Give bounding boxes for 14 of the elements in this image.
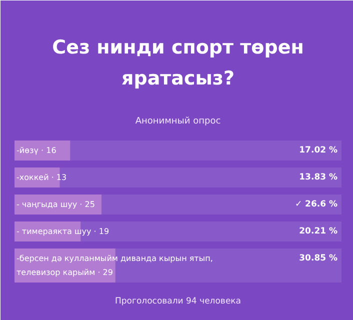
chart-title: Сез нинди спорт төрен яратасыз? xyxy=(52,36,304,90)
data-label: 30.85 % xyxy=(299,254,338,264)
data-label: 13.83 % xyxy=(299,172,338,182)
data-label: 20.21 % xyxy=(299,226,338,236)
data-label: ✓ 26.6 % xyxy=(294,200,338,210)
bar xyxy=(14,140,70,160)
y-tick-label: -берсен дә кулланмыйм диванда кырын ятып, телевизор карыйм · 29 xyxy=(16,254,213,277)
y-tick-label: - чаңгыда шуу · 25 xyxy=(16,200,95,209)
y-tick-label: - тимераякта шуу · 19 xyxy=(16,227,110,236)
y-tick-label: -хоккей · 13 xyxy=(16,173,67,182)
data-label: 17.02 % xyxy=(299,146,338,156)
y-tick-label: -йөзү · 16 xyxy=(16,146,56,155)
text: Проголосовали 94 человека xyxy=(114,296,242,306)
text: Анонимный опрос xyxy=(135,116,221,126)
